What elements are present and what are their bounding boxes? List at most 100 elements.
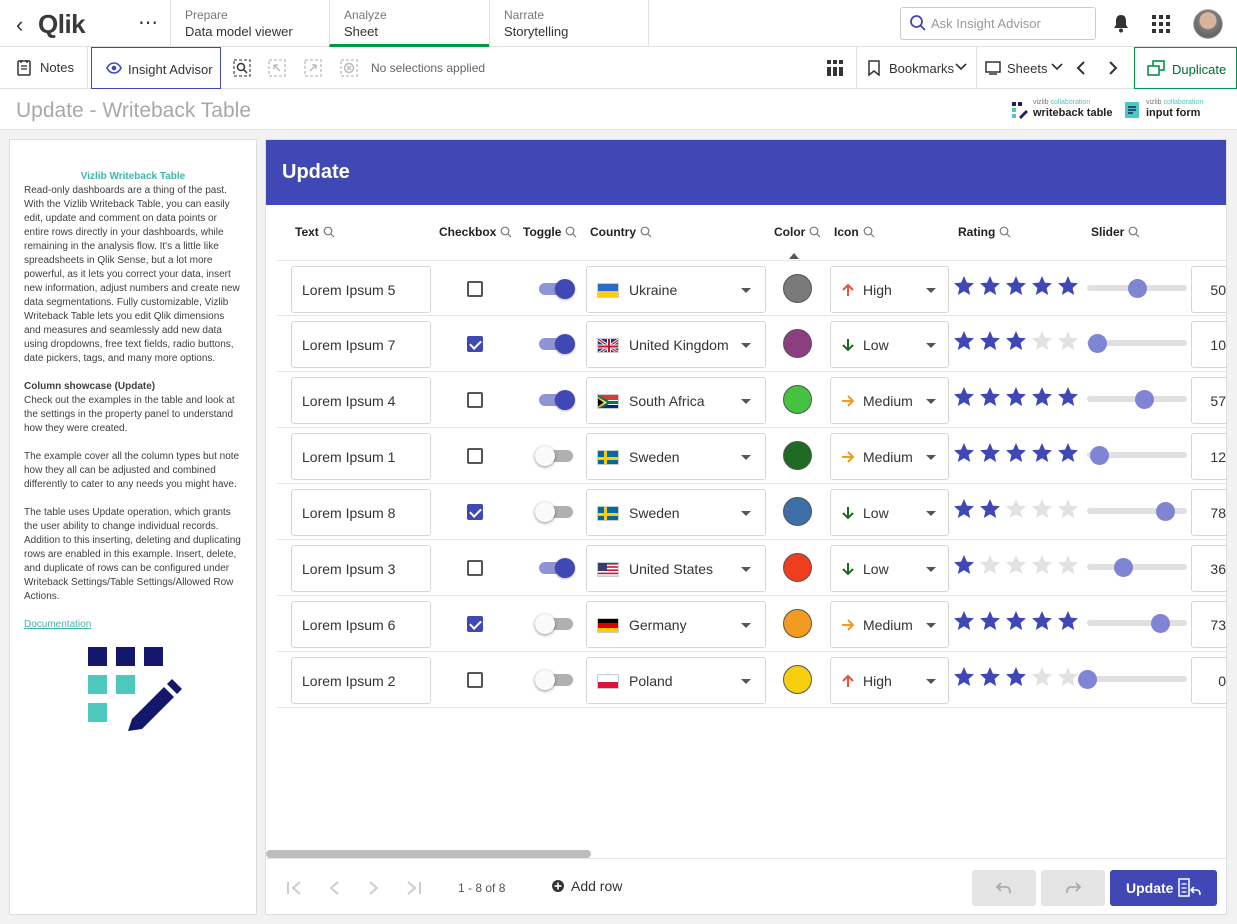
slider-value-input[interactable]: 12 (1191, 433, 1226, 480)
search-icon[interactable] (323, 226, 335, 238)
slider-handle[interactable] (1078, 670, 1097, 689)
country-select[interactable]: Poland (586, 657, 766, 704)
rating-star-icon[interactable] (953, 498, 975, 520)
rating-star-icon[interactable] (1057, 442, 1079, 464)
insight-advisor-button[interactable]: Insight Advisor (91, 47, 221, 89)
rating-star-icon[interactable] (1031, 610, 1053, 632)
row-toggle[interactable] (537, 334, 575, 354)
rating-star-icon[interactable] (1057, 610, 1079, 632)
grid-view-icon[interactable] (826, 59, 844, 77)
next-sheet-icon[interactable] (1108, 61, 1118, 75)
rating-star-icon[interactable] (1031, 498, 1053, 520)
slider-value-input[interactable]: 50 (1191, 266, 1226, 313)
row-slider[interactable] (1087, 614, 1187, 634)
bookmarks-button[interactable]: Bookmarks (856, 47, 976, 88)
duplicate-button[interactable]: Duplicate (1134, 47, 1237, 89)
ask-insight-advisor-box[interactable] (900, 7, 1096, 40)
row-slider[interactable] (1087, 502, 1187, 522)
icon-select[interactable]: High (830, 266, 949, 313)
writeback-table-logo[interactable]: vizlib collaboration writeback table (1012, 99, 1112, 119)
clear-selections-icon[interactable] (340, 59, 358, 77)
qlik-logo[interactable]: Qlik (38, 9, 86, 40)
column-header-toggle[interactable]: Toggle (523, 225, 577, 239)
row-slider[interactable] (1087, 390, 1187, 410)
text-cell-input[interactable]: Lorem Ipsum 8 (291, 489, 431, 536)
country-select[interactable]: United Kingdom (586, 321, 766, 368)
icon-select[interactable]: Medium (830, 601, 949, 648)
redo-button[interactable] (1041, 870, 1105, 906)
rating-star-icon[interactable] (979, 442, 1001, 464)
rating-star-icon[interactable] (1005, 442, 1027, 464)
column-header-text[interactable]: Text (295, 225, 335, 239)
rating-stars[interactable] (953, 666, 1083, 690)
rating-star-icon[interactable] (979, 554, 1001, 576)
previous-sheet-icon[interactable] (1076, 61, 1086, 75)
rating-star-icon[interactable] (979, 498, 1001, 520)
rating-star-icon[interactable] (979, 330, 1001, 352)
slider-value-input[interactable]: 57 (1191, 377, 1226, 424)
search-icon[interactable] (640, 226, 652, 238)
documentation-link[interactable]: Documentation (24, 619, 92, 630)
slider-handle[interactable] (1088, 334, 1107, 353)
row-toggle[interactable] (535, 502, 573, 522)
rating-star-icon[interactable] (953, 666, 975, 688)
rating-star-icon[interactable] (1031, 554, 1053, 576)
rating-star-icon[interactable] (1057, 666, 1079, 688)
row-checkbox[interactable] (467, 504, 483, 520)
bell-icon[interactable] (1112, 13, 1130, 33)
icon-select[interactable]: Low (830, 545, 949, 592)
horizontal-scrollbar[interactable] (266, 850, 591, 858)
sheets-button[interactable]: Sheets (976, 47, 1066, 88)
country-select[interactable]: Sweden (586, 433, 766, 480)
text-cell-input[interactable]: Lorem Ipsum 3 (291, 545, 431, 592)
step-forward-icon[interactable] (304, 59, 322, 77)
search-icon[interactable] (500, 226, 512, 238)
row-slider[interactable] (1087, 279, 1187, 299)
slider-handle[interactable] (1114, 558, 1133, 577)
country-select[interactable]: Germany (586, 601, 766, 648)
text-cell-input[interactable]: Lorem Ipsum 5 (291, 266, 431, 313)
nav-tab-analyze[interactable]: Analyze Sheet (329, 0, 489, 47)
user-avatar[interactable] (1193, 9, 1223, 39)
icon-select[interactable]: Medium (830, 433, 949, 480)
rating-stars[interactable] (953, 442, 1083, 466)
color-swatch[interactable] (783, 329, 812, 358)
last-page-icon[interactable] (404, 880, 422, 896)
row-slider[interactable] (1087, 334, 1187, 354)
smart-search-icon[interactable] (233, 59, 251, 77)
slider-handle[interactable] (1156, 502, 1175, 521)
rating-star-icon[interactable] (1005, 666, 1027, 688)
slider-value-input[interactable]: 0 (1191, 657, 1226, 704)
notes-button[interactable]: Notes (0, 47, 88, 88)
search-icon[interactable] (1128, 226, 1140, 238)
rating-star-icon[interactable] (1057, 498, 1079, 520)
rating-stars[interactable] (953, 386, 1083, 410)
column-header-country[interactable]: Country (590, 225, 652, 239)
slider-value-input[interactable]: 10 (1191, 321, 1226, 368)
previous-page-icon[interactable] (328, 880, 340, 896)
update-button[interactable]: Update (1110, 870, 1217, 906)
row-toggle[interactable] (537, 390, 575, 410)
country-select[interactable]: Ukraine (586, 266, 766, 313)
nav-tab-narrate[interactable]: Narrate Storytelling (489, 0, 649, 47)
icon-select[interactable]: Medium (830, 377, 949, 424)
rating-star-icon[interactable] (1031, 442, 1053, 464)
row-slider[interactable] (1087, 558, 1187, 578)
color-swatch[interactable] (783, 385, 812, 414)
apps-grid-icon[interactable] (1152, 15, 1170, 33)
first-page-icon[interactable] (286, 880, 304, 896)
search-icon[interactable] (565, 226, 577, 238)
step-back-icon[interactable] (268, 59, 286, 77)
search-icon[interactable] (999, 226, 1011, 238)
rating-stars[interactable] (953, 275, 1083, 299)
rating-star-icon[interactable] (1031, 386, 1053, 408)
rating-star-icon[interactable] (953, 330, 975, 352)
rating-star-icon[interactable] (1031, 330, 1053, 352)
ask-insight-advisor-input[interactable] (931, 16, 1081, 31)
text-cell-input[interactable]: Lorem Ipsum 4 (291, 377, 431, 424)
icon-select[interactable]: Low (830, 321, 949, 368)
color-swatch[interactable] (783, 665, 812, 694)
color-swatch[interactable] (783, 497, 812, 526)
row-checkbox[interactable] (467, 392, 483, 408)
search-icon[interactable] (863, 226, 875, 238)
